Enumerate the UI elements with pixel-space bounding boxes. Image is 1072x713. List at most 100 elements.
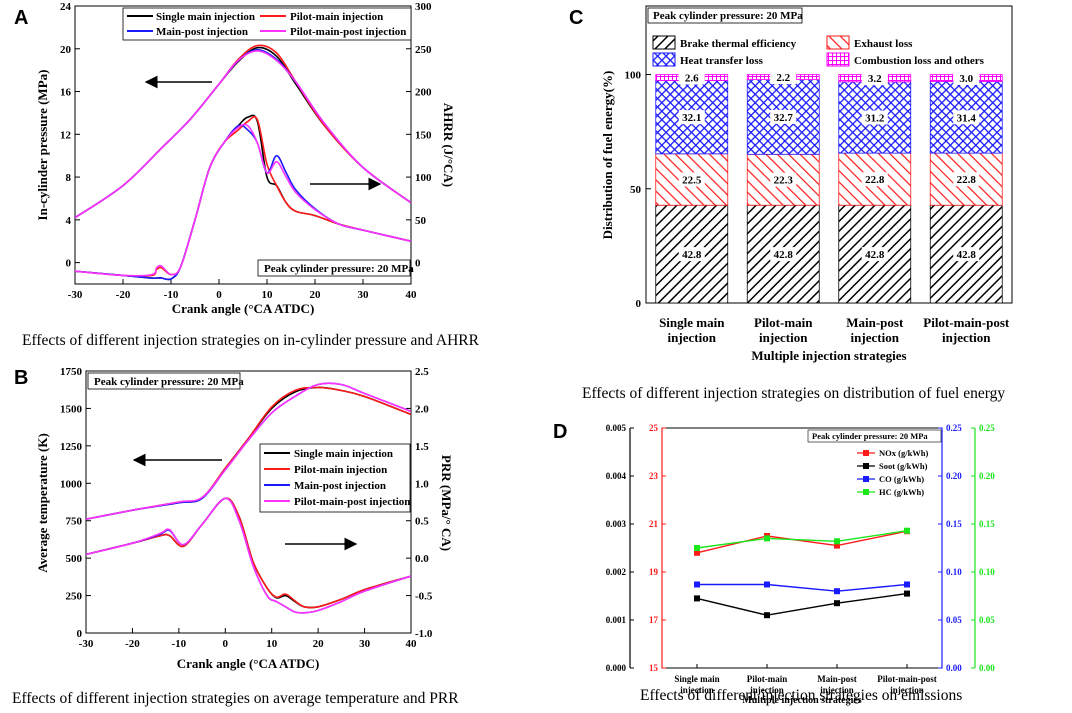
panel-c-data-label: 42.8 xyxy=(957,249,977,261)
panel-a-legend-main-post: Main-post injection xyxy=(156,26,248,38)
panel-b-x-tick-label: -20 xyxy=(125,638,140,650)
panel-d-point-hc-g-kwh xyxy=(764,535,770,542)
panel-c-data-label-bg xyxy=(770,109,797,124)
panel-a-legend-box xyxy=(122,7,412,41)
panel-d-tick-label-right1: 0.20 xyxy=(946,471,962,481)
panel-d-tick-label-left2: 19 xyxy=(649,567,659,577)
panel-b-x-tick-label: -10 xyxy=(172,638,187,650)
panel-a-legend: Single main injection Pilot-main injecti… xyxy=(122,7,412,41)
panel-a-x-tick-label: 40 xyxy=(406,289,418,301)
panel-d-legend-co: CO (g/kWh) xyxy=(879,474,924,484)
panel-a-left-curve-pilot-main-injection xyxy=(75,44,411,219)
panel-b-left-axis-label: Average temperature (K) xyxy=(35,433,50,573)
panel-a-right-tick-label: 250 xyxy=(415,44,432,56)
panel-c-caption: Effects of different injection strategie… xyxy=(582,385,1005,402)
panel-b-legend-pilot-main: Pilot-main injection xyxy=(294,464,387,476)
panel-c-data-label-bg xyxy=(678,70,705,85)
panel-a-right-curve-pilot-main-post-injection xyxy=(75,123,411,277)
panel-b-annotation: Peak cylinder pressure: 20 MPa xyxy=(94,376,244,388)
panel-b-x-axis-label: Crank angle (°CA ATDC) xyxy=(177,656,320,671)
panel-d-x-axis-label: Multiple injection strategies xyxy=(742,695,862,706)
panel-b-right-curve-pilot-main-injection xyxy=(86,497,411,609)
panel-c-annotation-box xyxy=(647,7,803,24)
panel-d-category-label: Pilot-main xyxy=(747,674,788,684)
panel-d-legend-hc: HC (g/kWh) xyxy=(879,487,924,497)
panel-c-data-label-bg xyxy=(861,110,888,125)
panel-a-x-tick-label: -20 xyxy=(116,289,131,301)
panel-b-right-tick-label: 2.5 xyxy=(415,366,429,378)
panel-c-x-axis-label: Multiple injection strategies xyxy=(751,348,906,363)
panel-d-line-hc-g-kwh xyxy=(696,530,908,549)
panel-d-tick-label-left1: 0.002 xyxy=(606,567,627,577)
panel-c-y-tick-label: 100 xyxy=(625,70,642,82)
panel-a-legend-pilot-main-post: Pilot-main-post injection xyxy=(290,26,406,38)
panel-c-data-label: 3.0 xyxy=(959,73,973,85)
panel-d-tick-label-left1: 0.001 xyxy=(606,615,627,625)
panel-b-legend-pilot-main-post: Pilot-main-post injection xyxy=(294,496,410,508)
panel-a-left-curve-main-post-injection xyxy=(75,48,411,219)
panel-c-data-label-bg xyxy=(953,70,980,85)
panel-b-x-tick-label: 10 xyxy=(266,638,278,650)
panel-d-category-label: injection xyxy=(890,685,924,695)
panel-c-data-label-bg xyxy=(770,247,797,262)
panel-c-legend-swatch-exhaust xyxy=(826,35,850,50)
panel-b-left-tick-label: 1750 xyxy=(60,366,83,378)
panel-c-data-label-bg xyxy=(678,247,705,262)
panel-a-right-tick-label: 0 xyxy=(415,258,421,270)
panel-a-annotation: Peak cylinder pressure: 20 MPa xyxy=(264,263,414,275)
panel-c-data-label: 31.2 xyxy=(865,112,885,124)
panel-a-right-tick-label: 100 xyxy=(415,172,432,184)
panel-c-legend-swatch-bte xyxy=(652,35,676,50)
panel-b-curve-group xyxy=(86,382,411,614)
panel-b-label: B xyxy=(14,367,28,389)
panel-d-emissions-chart: D 0.000 0.001 0.002 0.003 0.004 0.005 15 17 19 21… xyxy=(553,421,995,706)
panel-a-right-curve-single-main-injection xyxy=(75,114,411,281)
panel-d-legend-marker-co xyxy=(863,476,869,482)
panel-a-left-tick-label: 0 xyxy=(66,258,72,270)
panel-d-tick-label-left2: 21 xyxy=(649,519,659,529)
panel-d-axes: 0.000 0.001 0.002 0.003 0.004 0.005 15 17 19 21 23… xyxy=(606,423,996,695)
panel-c-bars: 42.8 22.5 32.1 2.6 42.8 22.3 32.7 2.2 42.8 22.8 31… xyxy=(655,70,1003,304)
panel-c-data-label-bg xyxy=(861,247,888,262)
panel-c-legend: Brake thermal efficiency Exhaust loss He… xyxy=(652,35,985,67)
panel-a-right-curve-pilot-main-injection xyxy=(75,115,411,277)
panel-b-temperature-prr-chart: B -30 -20 -10 0 10 20 30 40 0 250 500 750 1000 1250 15… xyxy=(12,366,459,707)
panel-d-legend-marker-soot xyxy=(863,463,869,469)
panel-c-data-label: 2.6 xyxy=(685,73,699,85)
panel-b-legend: Single main injection Pilot-main injecti… xyxy=(259,443,410,513)
panel-c-data-label: 42.8 xyxy=(682,249,702,261)
panel-a-left-curve-pilot-main-post-injection xyxy=(75,50,411,219)
panel-a-left-axis-label: In-cylinder pressure (MPa) xyxy=(35,70,50,221)
panel-c-category-label: Single main xyxy=(659,315,725,330)
panel-a-x-tick-label: 20 xyxy=(310,289,322,301)
panel-a-x-tick-label: 0 xyxy=(216,289,222,301)
panel-a-label: A xyxy=(14,7,28,29)
panel-d-category-label: Main-post xyxy=(817,674,857,684)
panel-b-right-tick-label: 2.0 xyxy=(415,403,429,415)
panel-c-category-label: injection xyxy=(759,330,808,345)
panel-b-x-tick-label: 20 xyxy=(313,638,325,650)
panel-d-tick-label-right1: 0.05 xyxy=(946,615,962,625)
panel-d-lines xyxy=(694,527,910,619)
panel-c-category-label: Pilot-main-post xyxy=(923,315,1010,330)
panel-d-point-co-g-kwh xyxy=(904,581,910,588)
panel-c-data-label: 22.8 xyxy=(957,174,977,186)
panel-d-point-soot-g-kwh xyxy=(764,612,770,619)
panel-c-data-label-bg xyxy=(770,172,797,187)
panel-d-tick-label-right1: 0.25 xyxy=(946,423,962,433)
panel-d-legend: NOx (g/kWh) Soot (g/kWh) CO (g/kWh) HC (… xyxy=(857,448,929,497)
panel-b-right-tick-label: -1.0 xyxy=(415,628,433,640)
panel-d-legend-soot: Soot (g/kWh) xyxy=(879,461,928,471)
panel-c-data-label-bg xyxy=(953,247,980,262)
panel-c-data-label: 2.2 xyxy=(776,72,790,84)
panel-c-data-label: 42.8 xyxy=(774,249,794,261)
panel-b-legend-single: Single main injection xyxy=(294,448,393,460)
panel-d-tick-label-right1: 0.15 xyxy=(946,519,962,529)
panel-c-category-label: Pilot-main xyxy=(754,315,813,330)
panel-b-right-axis-label: PRR (MPa/° CA) xyxy=(439,455,454,551)
panel-c-data-label: 22.3 xyxy=(774,175,794,187)
panel-c-data-label: 32.1 xyxy=(682,112,701,124)
panel-a-right-tick-label: 50 xyxy=(415,215,427,227)
panel-b-left-tick-label: 1500 xyxy=(60,403,83,415)
